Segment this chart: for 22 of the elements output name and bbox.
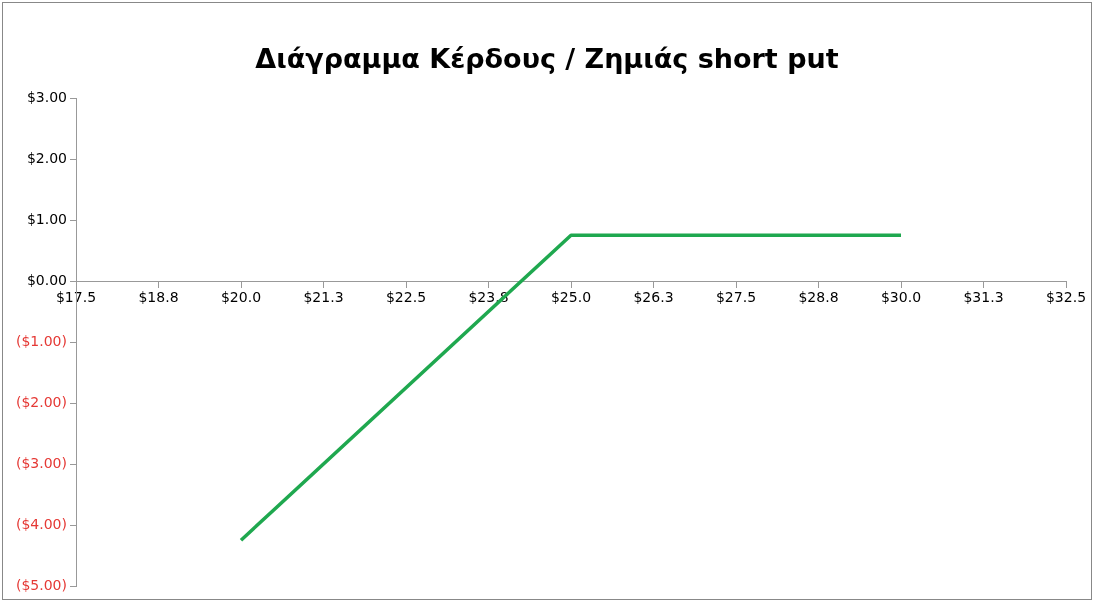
x-tick-label: $17.5: [55, 289, 97, 306]
y-tick-label: $3.00: [26, 88, 67, 105]
y-tick-label: ($4.00): [15, 515, 67, 532]
x-tick-label: $27.5: [715, 289, 757, 306]
x-tick-label: $31.3: [963, 289, 1004, 306]
x-tick-label: $18.8: [138, 289, 179, 306]
x-tick-label: $32.5: [1045, 289, 1087, 306]
x-tick-label: $25.0: [550, 289, 592, 306]
x-tick-label: $20.0: [220, 289, 262, 306]
y-tick-label: $1.00: [26, 210, 67, 227]
x-tick-label: $22.5: [385, 289, 427, 306]
y-tick-label: $2.00: [26, 149, 67, 166]
chart-title: Διάγραμμα Κέρδους / Ζημιάς short put: [254, 43, 840, 74]
y-tick-label: ($2.00): [15, 393, 67, 410]
y-tick-label: $0.00: [26, 271, 67, 288]
y-tick-label: ($3.00): [15, 454, 67, 471]
y-tick-label: ($1.00): [15, 332, 67, 349]
y-tick-label: ($5.00): [15, 576, 67, 593]
x-tick-label: $28.8: [798, 289, 839, 306]
x-tick-label: $21.3: [303, 289, 344, 306]
x-tick-label: $30.0: [880, 289, 922, 306]
x-tick-label: $26.3: [633, 289, 674, 306]
